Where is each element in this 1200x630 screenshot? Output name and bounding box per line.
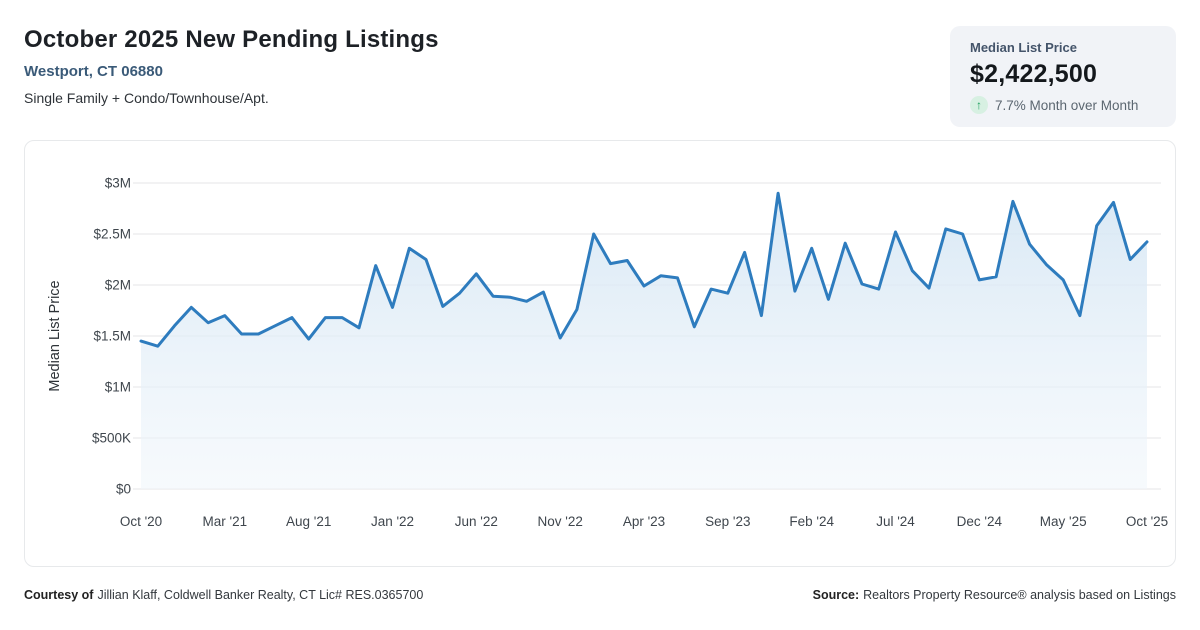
trend-line [139,191,1149,348]
y-tick-label: $0 [116,482,131,497]
x-tick-label: Sep '23 [705,514,750,529]
x-tick-label: Dec '24 [957,514,1003,529]
month-over-month-change: ↑ 7.7% Month over Month [970,96,1156,114]
chart-card: $0 $500K $1M $1.5M $2M $2.5M $3M Median List Pr… [24,140,1176,567]
x-tick-label: Jun '22 [455,514,498,529]
x-tick-label: Oct '25 [1126,514,1168,529]
x-tick-label: Jul '24 [876,514,915,529]
change-text: 7.7% Month over Month [995,97,1139,113]
stat-label: Median List Price [970,40,1077,55]
x-tick-label: Apr '23 [623,514,665,529]
x-tick-label: Mar '21 [203,514,248,529]
source-label: Source: [812,588,860,602]
up-arrow-icon: ↑ [970,96,988,114]
location-label: Westport, CT 06880 [24,63,163,80]
y-tick-label: $3M [105,176,131,191]
x-tick-label: May '25 [1040,514,1087,529]
property-types-subtitle: Single Family + Condo/Townhouse/Apt. [24,90,269,106]
courtesy-label: Courtesy of [24,588,94,602]
page-title: October 2025 New Pending Listings [24,26,439,53]
x-tick-label: Aug '21 [286,514,331,529]
courtesy-line: Courtesy of Jillian Klaff, Coldwell Banke… [24,588,423,602]
header: October 2025 New Pending Listings Westpo… [24,26,1176,127]
x-tick-label: Nov '22 [537,514,582,529]
x-tick-label: Feb '24 [789,514,834,529]
stat-value: $2,422,500 [970,60,1098,88]
source-line: Source: Realtors Property Resource® analy… [813,588,1176,602]
y-tick-label: $2.5M [93,227,131,242]
y-tick-label: $500K [92,431,131,446]
courtesy-text: Jillian Klaff, Coldwell Banker Realty, C… [97,588,424,602]
source-text: Realtors Property Resource® analysis bas… [863,588,1176,602]
y-tick-label: $1.5M [93,329,131,344]
x-tick-label: Oct '20 [120,514,162,529]
x-tick-label: Jan '22 [371,514,414,529]
y-tick-label: $2M [105,278,131,293]
y-axis-title: Median List Price [47,280,63,391]
header-text-block: October 2025 New Pending Listings Westpo… [24,26,439,106]
footer: Courtesy of Jillian Klaff, Coldwell Banke… [24,588,1176,602]
y-tick-label: $1M [105,380,131,395]
area-fill [141,193,1147,489]
median-list-price-chart: $0 $500K $1M $1.5M $2M $2.5M $3M Median List Pr… [47,176,1168,530]
stat-card: Median List Price $2,422,500 ↑ 7.7% Mont… [950,26,1176,127]
